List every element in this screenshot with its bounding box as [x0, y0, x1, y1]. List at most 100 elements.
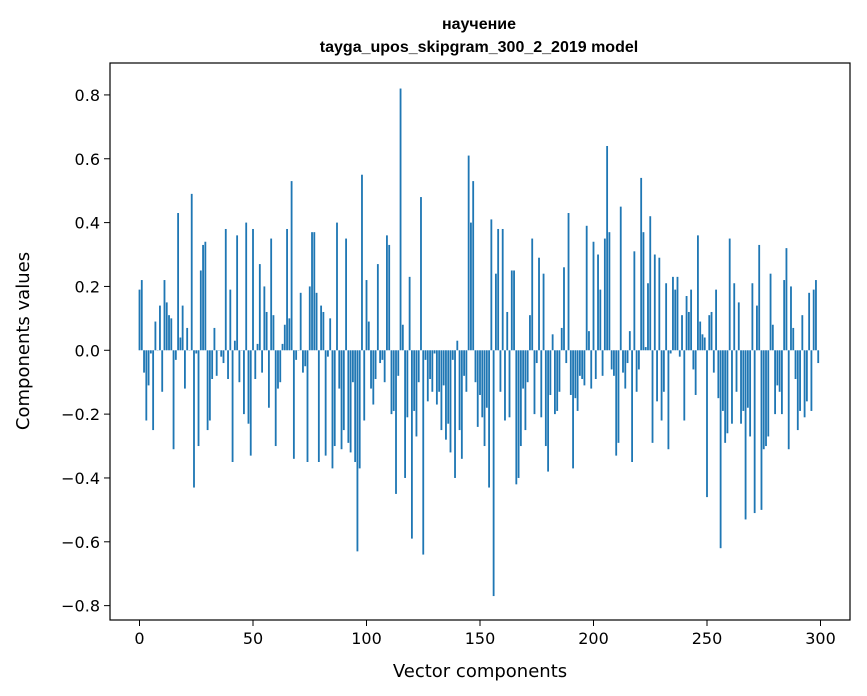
- bar-141: [458, 350, 461, 431]
- bar-213: [622, 350, 624, 373]
- bar-48: [247, 350, 250, 424]
- bar-57: [267, 350, 270, 408]
- bar-36: [220, 350, 223, 357]
- x-tick-label-1: 50: [243, 629, 263, 648]
- bar-200: [592, 241, 595, 351]
- bar-90: [342, 350, 345, 431]
- bar-123: [417, 350, 420, 383]
- bar-15: [172, 350, 175, 450]
- bar-256: [719, 350, 722, 549]
- plot-frame: [109, 62, 851, 621]
- bar-163: [508, 350, 511, 418]
- bar-278: [769, 273, 772, 351]
- bar-111: [390, 350, 393, 415]
- bar-185: [558, 350, 561, 392]
- bar-44: [238, 350, 241, 383]
- bar-55: [263, 286, 266, 351]
- bar-53: [258, 264, 261, 351]
- x-tick-label-0: 0: [134, 629, 144, 648]
- bar-42: [233, 340, 236, 351]
- bar-79: [317, 350, 320, 462]
- bar-27: [199, 270, 202, 351]
- bar-263: [735, 350, 738, 392]
- bar-113: [395, 350, 397, 494]
- bar-267: [744, 350, 747, 520]
- bar-274: [760, 350, 763, 510]
- bar-65: [286, 228, 288, 351]
- bar-122: [415, 350, 418, 437]
- x-axis-label: Vector components: [393, 661, 567, 682]
- bar-74: [306, 350, 309, 462]
- bar-37: [222, 350, 225, 364]
- bar-182: [551, 334, 554, 351]
- bar-155: [490, 219, 493, 351]
- bar-106: [379, 350, 382, 364]
- bar-121: [413, 350, 416, 411]
- bar-16: [174, 350, 177, 360]
- bar-193: [576, 350, 579, 411]
- bar-128: [429, 350, 431, 380]
- bar-50: [252, 228, 254, 351]
- bar-174: [533, 350, 536, 415]
- bar-84: [329, 318, 332, 351]
- bar-97: [358, 350, 361, 469]
- y-tick-label-1: −0.6: [61, 533, 100, 552]
- bar-258: [724, 350, 727, 443]
- bar-285: [785, 248, 788, 351]
- bar-241: [685, 296, 688, 351]
- bar-46: [243, 350, 245, 415]
- bar-39: [227, 350, 229, 380]
- bar-249: [703, 337, 706, 351]
- bar-102: [370, 350, 372, 389]
- bar-189: [567, 213, 570, 351]
- bar-265: [740, 350, 742, 424]
- bar-176: [538, 257, 540, 351]
- bar-171: [526, 350, 529, 383]
- bar-86: [333, 350, 336, 447]
- chart-title-line-1: научение: [442, 16, 516, 33]
- bar-243: [690, 289, 693, 351]
- bar-87: [336, 222, 338, 351]
- bar-280: [774, 350, 776, 415]
- bar-226: [651, 350, 654, 443]
- bar-147: [472, 181, 475, 351]
- bar-28: [202, 244, 204, 351]
- bar-293: [803, 350, 806, 418]
- bar-154: [488, 350, 490, 488]
- bar-216: [628, 331, 631, 351]
- bar-286: [787, 350, 790, 450]
- y-tick-label-7: 0.6: [75, 150, 100, 169]
- bar-135: [445, 350, 447, 440]
- bar-222: [642, 232, 645, 351]
- bar-49: [249, 350, 252, 456]
- bar-73: [304, 350, 307, 367]
- bar-115: [399, 88, 402, 351]
- bar-109: [386, 235, 388, 351]
- bar-100: [365, 280, 368, 351]
- bar-215: [626, 350, 629, 364]
- bar-151: [481, 350, 484, 418]
- bar-225: [649, 216, 652, 351]
- bar-137: [449, 350, 452, 453]
- bar-20: [184, 350, 186, 389]
- bar-231: [662, 350, 665, 392]
- bar-51: [254, 350, 257, 380]
- bar-214: [624, 350, 627, 389]
- bar-158: [497, 228, 500, 351]
- bar-170: [524, 350, 527, 431]
- bar-41: [231, 350, 234, 462]
- bar-203: [599, 289, 602, 351]
- bar-212: [619, 206, 622, 351]
- bar-149: [476, 350, 479, 427]
- bar-125: [422, 350, 425, 555]
- bar-85: [331, 350, 334, 469]
- bar-257: [721, 350, 724, 411]
- bar-195: [581, 350, 584, 380]
- bar-9: [159, 305, 161, 351]
- bar-282: [778, 350, 781, 392]
- bar-12: [165, 302, 168, 351]
- y-tick-label-8: 0.8: [75, 86, 100, 105]
- y-tick-label-3: −0.2: [61, 405, 100, 424]
- bar-72: [302, 350, 304, 373]
- bar-219: [635, 350, 638, 392]
